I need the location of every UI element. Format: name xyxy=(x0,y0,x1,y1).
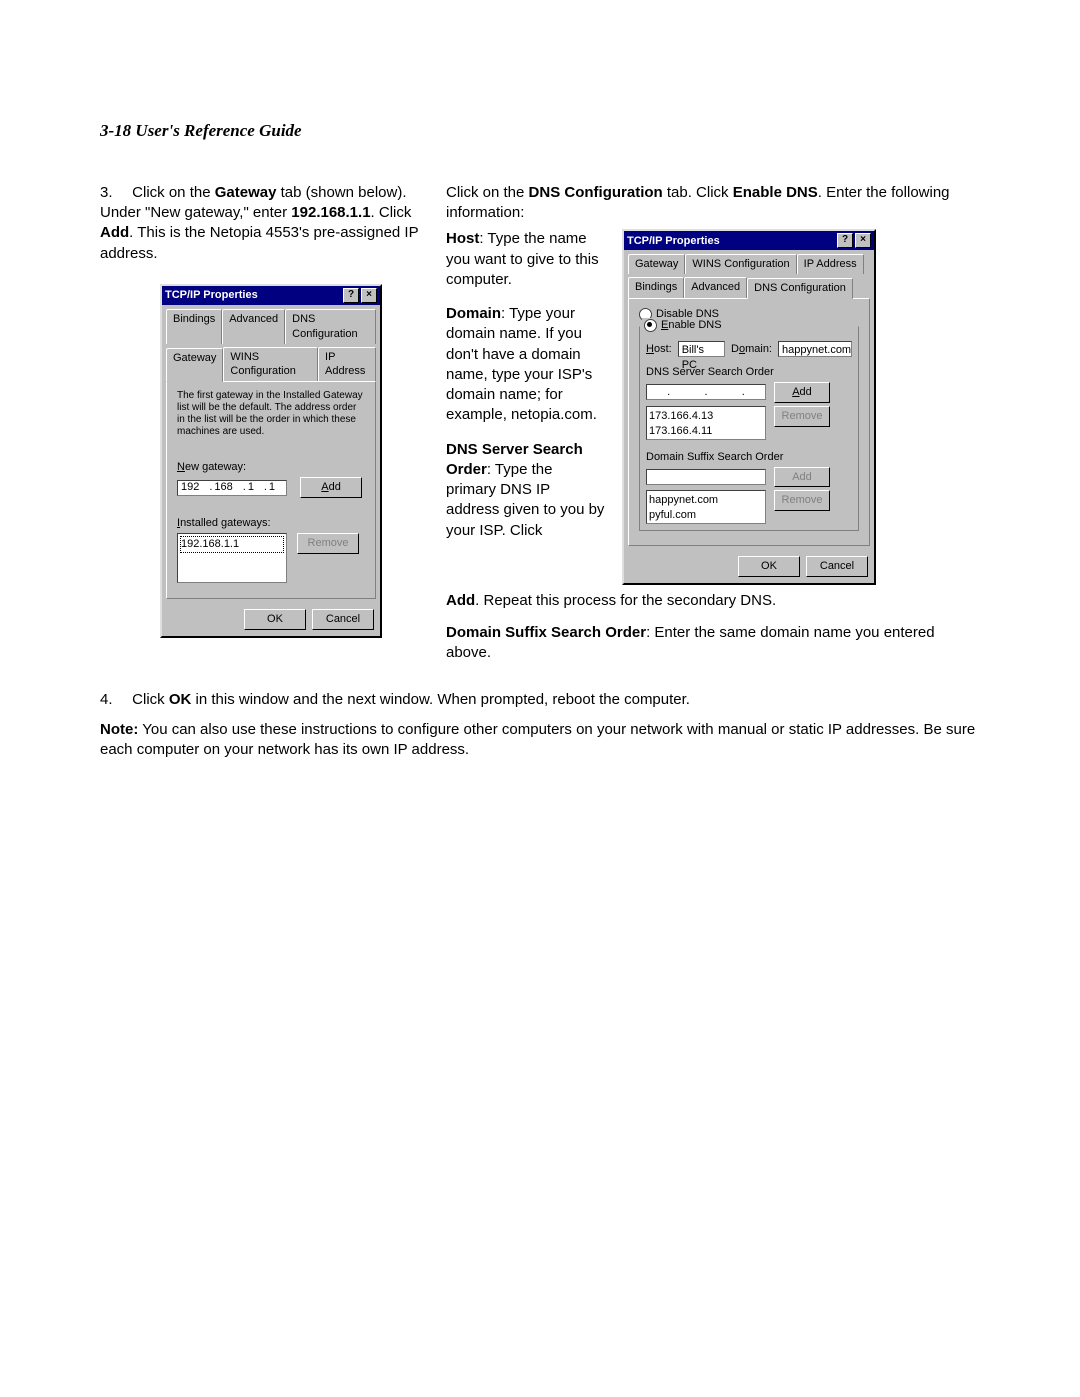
dns-dialog-buttons: OK Cancel xyxy=(624,550,874,583)
new-gateway-row: 192. 168. 1. 1 Add xyxy=(177,477,365,498)
step3-para: 3. Click on the Gateway tab (shown below… xyxy=(100,183,430,264)
new-gateway-input[interactable]: 192. 168. 1. 1 xyxy=(177,480,287,496)
gateway-desc: The first gateway in the Installed Gatew… xyxy=(177,390,365,438)
gateway-tabs-row1: Bindings Advanced DNS Configuration xyxy=(162,305,380,344)
host-label: Host: xyxy=(646,342,672,357)
host-domain-row: Host: Bill's PC Domain: happynet.com xyxy=(646,341,852,357)
cancel-button[interactable]: Cancel xyxy=(312,609,374,630)
gateway-tabs-row2: Gateway WINS Configuration IP Address xyxy=(162,343,380,382)
tab-dnsconfig[interactable]: DNS Configuration xyxy=(285,309,376,344)
cancel-button[interactable]: Cancel xyxy=(806,556,868,577)
suffix-remove-button[interactable]: Remove xyxy=(774,490,830,511)
right-block: Click on the DNS Configuration tab. Clic… xyxy=(446,183,980,664)
dns-search-label: DNS Server Search Order xyxy=(646,365,852,380)
enable-dns-frame: Enable DNS Host: Bill's PC Domain: happy… xyxy=(639,326,859,531)
tab-dnsconfig[interactable]: DNS Configuration xyxy=(747,278,853,299)
gateway-dialog-wrap: TCP/IP Properties ? × Bindings Advanced … xyxy=(160,284,430,638)
host-input[interactable]: Bill's PC xyxy=(678,341,725,357)
radio-icon xyxy=(644,319,657,332)
gateway-dialog-titlebar[interactable]: TCP/IP Properties ? × xyxy=(162,286,380,305)
dns-ip-input[interactable]: ... xyxy=(646,384,766,400)
tab-wins[interactable]: WINS Configuration xyxy=(223,347,318,382)
gateway-dialog-buttons: OK Cancel xyxy=(162,603,380,636)
dns-dialog: TCP/IP Properties ? × Gateway WINS Confi… xyxy=(622,229,876,585)
def-host: Host: Type the name you want to give to … xyxy=(446,229,606,290)
suffix-input[interactable] xyxy=(646,469,766,485)
installed-gateways-label: Installed gateways: xyxy=(177,516,365,531)
step3-number: 3. xyxy=(100,183,128,203)
bottom-block: 4. Click OK in this window and the next … xyxy=(100,690,980,761)
suffix-add-button[interactable]: Add xyxy=(774,467,830,488)
note-para: Note: You can also use these instruction… xyxy=(100,720,980,761)
dns-add-row: ... Add xyxy=(646,382,852,403)
add-secondary-dns: Add. Repeat this process for the seconda… xyxy=(446,591,980,611)
tab-bindings[interactable]: Bindings xyxy=(628,277,684,298)
def-domain: Domain: Type your domain name. If you do… xyxy=(446,304,606,426)
help-icon[interactable]: ? xyxy=(837,233,853,248)
dns-tabs-row2: Bindings Advanced DNS Configuration xyxy=(624,273,874,298)
tab-gateway[interactable]: Gateway xyxy=(166,348,223,383)
page-header: 3-18 User's Reference Guide xyxy=(100,120,980,143)
dns-dialog-title: TCP/IP Properties xyxy=(627,234,720,249)
suffix-add-row: Add xyxy=(646,467,852,488)
tab-bindings[interactable]: Bindings xyxy=(166,309,222,344)
add-button[interactable]: Add xyxy=(300,477,362,498)
enable-dns-label: Enable DNS xyxy=(661,319,722,331)
dns-add-button[interactable]: Add xyxy=(774,382,830,403)
tab-advanced[interactable]: Advanced xyxy=(222,309,285,344)
gateway-dialog: TCP/IP Properties ? × Bindings Advanced … xyxy=(160,284,382,638)
suffix-list[interactable]: happynet.com pyful.com xyxy=(646,490,766,524)
new-gateway-label: New gateway: xyxy=(177,460,365,475)
step4-para: 4. Click OK in this window and the next … xyxy=(100,690,980,710)
installed-gateways-list[interactable]: 192.168.1.1 xyxy=(177,533,287,583)
dns-list[interactable]: 173.166.4.13 173.166.4.11 xyxy=(646,406,766,440)
dns-panel: Disable DNS Enable DNS Host: Bill's PC D… xyxy=(628,298,870,546)
definitions-col: Host: Type the name you want to give to … xyxy=(446,229,606,541)
gateway-panel: The first gateway in the Installed Gatew… xyxy=(166,381,376,599)
help-icon[interactable]: ? xyxy=(343,288,359,303)
domain-label: Domain: xyxy=(731,342,772,357)
enable-dns-row[interactable]: Enable DNS xyxy=(642,318,724,333)
installed-gateway-item[interactable]: 192.168.1.1 xyxy=(180,536,284,553)
step3-row: 3. Click on the Gateway tab (shown below… xyxy=(100,183,980,664)
tab-ipaddress[interactable]: IP Address xyxy=(797,254,864,274)
tab-advanced[interactable]: Advanced xyxy=(684,277,747,298)
page: 3-18 User's Reference Guide 3. Click on … xyxy=(0,0,1080,1397)
tab-wins[interactable]: WINS Configuration xyxy=(685,254,796,274)
dns-dialog-titlebar[interactable]: TCP/IP Properties ? × xyxy=(624,231,874,250)
domain-input[interactable]: happynet.com xyxy=(778,341,852,357)
def-dns-search: DNS Server Search Order: Type the primar… xyxy=(446,440,606,541)
def-domain-suffix: Domain Suffix Search Order: Enter the sa… xyxy=(446,623,980,664)
tab-gateway[interactable]: Gateway xyxy=(628,254,685,274)
suffix-search-label: Domain Suffix Search Order xyxy=(646,450,852,465)
dns-remove-button[interactable]: Remove xyxy=(774,406,830,427)
dns-tabs-row1: Gateway WINS Configuration IP Address xyxy=(624,250,874,274)
installed-gateways-group: Installed gateways: 192.168.1.1 Remove xyxy=(177,516,365,583)
close-icon[interactable]: × xyxy=(361,288,377,303)
gateway-dialog-title: TCP/IP Properties xyxy=(165,288,258,303)
tab-ipaddress[interactable]: IP Address xyxy=(318,347,376,382)
ok-button[interactable]: OK xyxy=(244,609,306,630)
mid-row: Host: Type the name you want to give to … xyxy=(446,229,980,585)
remove-button[interactable]: Remove xyxy=(297,533,359,554)
dns-intro: Click on the DNS Configuration tab. Clic… xyxy=(446,183,980,224)
step3-text-col: 3. Click on the Gateway tab (shown below… xyxy=(100,183,430,638)
step4-number: 4. xyxy=(100,690,128,710)
close-icon[interactable]: × xyxy=(855,233,871,248)
ok-button[interactable]: OK xyxy=(738,556,800,577)
